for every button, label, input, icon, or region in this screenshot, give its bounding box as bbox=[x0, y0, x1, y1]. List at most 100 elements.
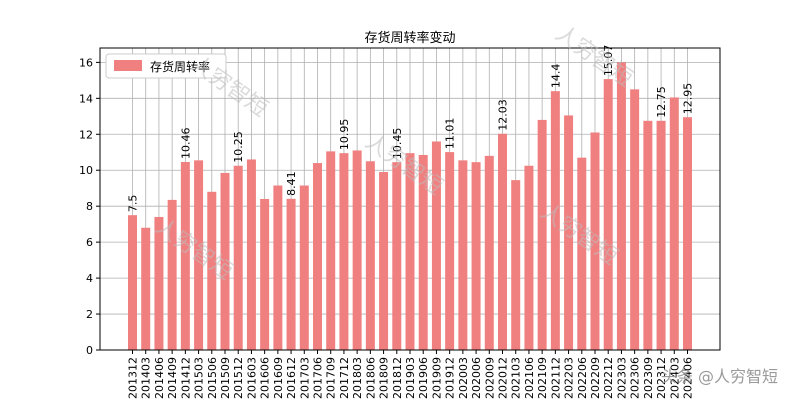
data-label: 10.46 bbox=[179, 127, 192, 159]
x-tick-label: 201709 bbox=[325, 357, 338, 399]
bar bbox=[246, 159, 256, 350]
bar bbox=[656, 120, 666, 350]
legend-label: 存货周转率 bbox=[150, 59, 210, 74]
bar bbox=[511, 180, 521, 350]
bars bbox=[128, 62, 692, 351]
data-label: 11.01 bbox=[444, 118, 457, 150]
x-tick-label: 201712 bbox=[338, 357, 351, 399]
watermark-text: 人穷智短 bbox=[551, 21, 637, 92]
y-tick-label: 16 bbox=[79, 56, 93, 69]
x-tick-label: 202112 bbox=[549, 357, 562, 399]
x-tick-label: 201612 bbox=[285, 357, 298, 399]
bar bbox=[392, 162, 402, 350]
y-tick-label: 2 bbox=[86, 308, 93, 321]
bar bbox=[379, 172, 389, 350]
x-tick-label: 202012 bbox=[497, 357, 510, 399]
bar bbox=[616, 62, 626, 350]
y-tick-label: 6 bbox=[86, 236, 93, 249]
x-tick-label: 201603 bbox=[245, 357, 258, 399]
bar bbox=[577, 157, 587, 350]
bar bbox=[299, 185, 309, 350]
x-tick-label: 202109 bbox=[536, 357, 549, 399]
bar bbox=[550, 91, 560, 351]
bar bbox=[537, 119, 547, 351]
x-tick-label: 201703 bbox=[298, 357, 311, 399]
bar bbox=[524, 165, 534, 350]
data-label: 12.03 bbox=[497, 99, 510, 131]
bar bbox=[207, 191, 217, 350]
bar bbox=[154, 216, 164, 350]
x-tick-label: 202206 bbox=[576, 357, 589, 399]
x-tick-label: 201412 bbox=[179, 357, 192, 399]
bar bbox=[339, 153, 349, 350]
x-tick-label: 201512 bbox=[232, 357, 245, 399]
x-tick-label: 201312 bbox=[127, 357, 140, 399]
bar bbox=[603, 79, 613, 350]
bar bbox=[180, 161, 190, 350]
x-tick-label: 202306 bbox=[629, 357, 642, 399]
bar bbox=[445, 152, 455, 350]
x-tick-label: 201812 bbox=[391, 357, 404, 399]
bar bbox=[564, 115, 574, 351]
bar bbox=[220, 172, 230, 350]
bar bbox=[643, 120, 653, 350]
legend-swatch bbox=[114, 60, 142, 71]
bar bbox=[590, 132, 600, 350]
x-tick-label: 201906 bbox=[417, 357, 430, 399]
bar bbox=[128, 215, 137, 350]
y-tick-label: 12 bbox=[79, 128, 93, 141]
x-tick-label: 202203 bbox=[563, 357, 576, 399]
x-tick-label: 202106 bbox=[523, 357, 536, 399]
bar bbox=[326, 151, 336, 350]
x-tick-label: 202209 bbox=[589, 357, 602, 399]
bar bbox=[471, 162, 481, 350]
bar bbox=[286, 198, 296, 350]
data-label: 10.25 bbox=[232, 131, 245, 163]
bar bbox=[630, 89, 640, 350]
corner-watermark: 头条 @人穷智短 bbox=[661, 367, 778, 386]
x-tick-label: 201609 bbox=[272, 357, 285, 399]
data-label: 12.75 bbox=[655, 86, 668, 118]
x-tick-label: 202309 bbox=[642, 357, 655, 399]
x-tick-label: 201803 bbox=[351, 357, 364, 399]
y-axis: 0 2 4 6 8 10 12 14 16 bbox=[79, 56, 100, 357]
bar bbox=[194, 160, 204, 350]
x-tick-label: 202403 bbox=[668, 357, 681, 399]
bar bbox=[458, 160, 468, 350]
x-tick-label: 202103 bbox=[510, 357, 523, 399]
bar bbox=[484, 155, 494, 350]
bar bbox=[313, 163, 322, 350]
plot-frame bbox=[99, 47, 721, 351]
bar bbox=[141, 227, 151, 350]
data-labels: 7.5 10.46 10.25 8.41 10.95 10.45 11.01 12.03 14.… bbox=[127, 45, 695, 213]
x-axis: 201312 201403 201406 201409 201412 201503 2015… bbox=[127, 350, 695, 399]
x-tick-label: 202009 bbox=[483, 357, 496, 399]
bar bbox=[669, 97, 679, 350]
x-tick-label: 202003 bbox=[457, 357, 470, 399]
data-label: 10.45 bbox=[391, 128, 404, 160]
bar bbox=[405, 153, 415, 350]
bar bbox=[498, 133, 507, 350]
x-tick-label: 201409 bbox=[166, 357, 179, 399]
x-tick-label: 201809 bbox=[378, 357, 391, 399]
data-label: 10.95 bbox=[338, 119, 351, 151]
data-label: 15.07 bbox=[602, 45, 615, 77]
x-tick-label: 201912 bbox=[444, 357, 457, 399]
x-tick-label: 201806 bbox=[364, 357, 377, 399]
x-tick-label: 202006 bbox=[470, 357, 483, 399]
x-tick-label: 202303 bbox=[615, 357, 628, 399]
x-tick-label: 201909 bbox=[430, 357, 443, 399]
x-tick-label: 201606 bbox=[259, 357, 272, 399]
x-tick-label: 202312 bbox=[655, 357, 668, 399]
y-tick-label: 8 bbox=[86, 200, 93, 213]
x-tick-label: 201506 bbox=[206, 357, 219, 399]
x-tick-label: 201706 bbox=[312, 357, 325, 399]
x-tick-label: 201509 bbox=[219, 357, 232, 399]
x-tick-label: 201406 bbox=[153, 357, 166, 399]
y-tick-label: 0 bbox=[86, 344, 93, 357]
x-tick-label: 202406 bbox=[682, 357, 695, 399]
y-tick-label: 14 bbox=[79, 92, 93, 105]
x-tick-label: 201903 bbox=[404, 357, 417, 399]
x-tick-label: 201403 bbox=[140, 357, 153, 399]
